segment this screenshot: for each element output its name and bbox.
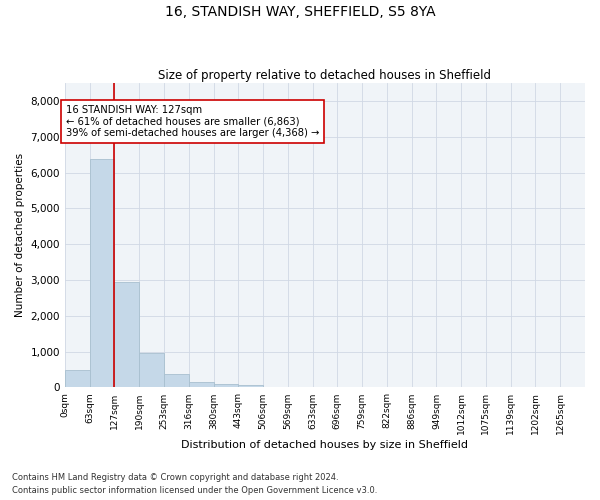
Bar <box>214 384 238 388</box>
Bar <box>164 374 189 388</box>
Bar <box>189 382 214 388</box>
Bar <box>115 282 139 388</box>
Y-axis label: Number of detached properties: Number of detached properties <box>15 153 25 318</box>
Bar <box>65 370 89 388</box>
Bar <box>238 385 263 388</box>
Text: 16 STANDISH WAY: 127sqm
← 61% of detached houses are smaller (6,863)
39% of semi: 16 STANDISH WAY: 127sqm ← 61% of detache… <box>65 104 319 138</box>
Bar <box>139 353 164 388</box>
Bar <box>89 159 115 388</box>
Title: Size of property relative to detached houses in Sheffield: Size of property relative to detached ho… <box>158 69 491 82</box>
Text: 16, STANDISH WAY, SHEFFIELD, S5 8YA: 16, STANDISH WAY, SHEFFIELD, S5 8YA <box>164 5 436 19</box>
Text: Contains HM Land Registry data © Crown copyright and database right 2024.
Contai: Contains HM Land Registry data © Crown c… <box>12 474 377 495</box>
X-axis label: Distribution of detached houses by size in Sheffield: Distribution of detached houses by size … <box>181 440 469 450</box>
